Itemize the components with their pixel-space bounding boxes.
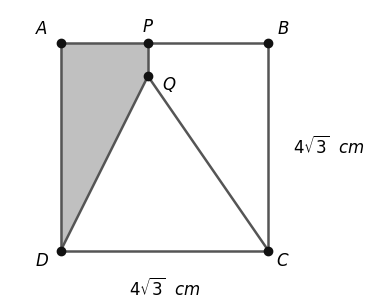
Text: $4\sqrt{3}\ \ cm$: $4\sqrt{3}\ \ cm$	[128, 278, 200, 300]
Text: $4\sqrt{3}\ \ cm$: $4\sqrt{3}\ \ cm$	[293, 136, 365, 158]
Polygon shape	[61, 43, 148, 251]
Text: $D$: $D$	[35, 253, 49, 270]
Text: $Q$: $Q$	[162, 75, 176, 94]
Text: $B$: $B$	[277, 21, 289, 38]
Text: $A$: $A$	[35, 21, 48, 38]
Text: $C$: $C$	[276, 253, 290, 270]
Text: $P$: $P$	[142, 19, 154, 36]
